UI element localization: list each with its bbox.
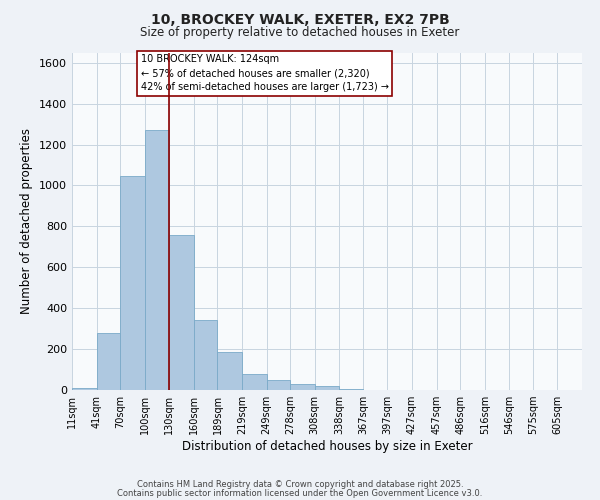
Bar — [315, 386, 339, 390]
Bar — [120, 176, 145, 390]
Text: Size of property relative to detached houses in Exeter: Size of property relative to detached ho… — [140, 26, 460, 39]
Bar — [242, 374, 266, 390]
Y-axis label: Number of detached properties: Number of detached properties — [20, 128, 34, 314]
Bar — [72, 388, 97, 390]
Text: Contains HM Land Registry data © Crown copyright and database right 2025.: Contains HM Land Registry data © Crown c… — [137, 480, 463, 489]
Text: 10, BROCKEY WALK, EXETER, EX2 7PB: 10, BROCKEY WALK, EXETER, EX2 7PB — [151, 12, 449, 26]
Bar — [339, 389, 363, 390]
Text: 10 BROCKEY WALK: 124sqm
← 57% of detached houses are smaller (2,320)
42% of semi: 10 BROCKEY WALK: 124sqm ← 57% of detache… — [141, 54, 389, 92]
Bar — [194, 320, 217, 390]
Bar — [145, 130, 169, 390]
Bar — [217, 352, 242, 390]
Bar — [97, 332, 120, 390]
Bar — [290, 384, 315, 390]
X-axis label: Distribution of detached houses by size in Exeter: Distribution of detached houses by size … — [182, 440, 472, 453]
Bar — [266, 380, 290, 390]
Bar — [169, 234, 194, 390]
Text: Contains public sector information licensed under the Open Government Licence v3: Contains public sector information licen… — [118, 489, 482, 498]
